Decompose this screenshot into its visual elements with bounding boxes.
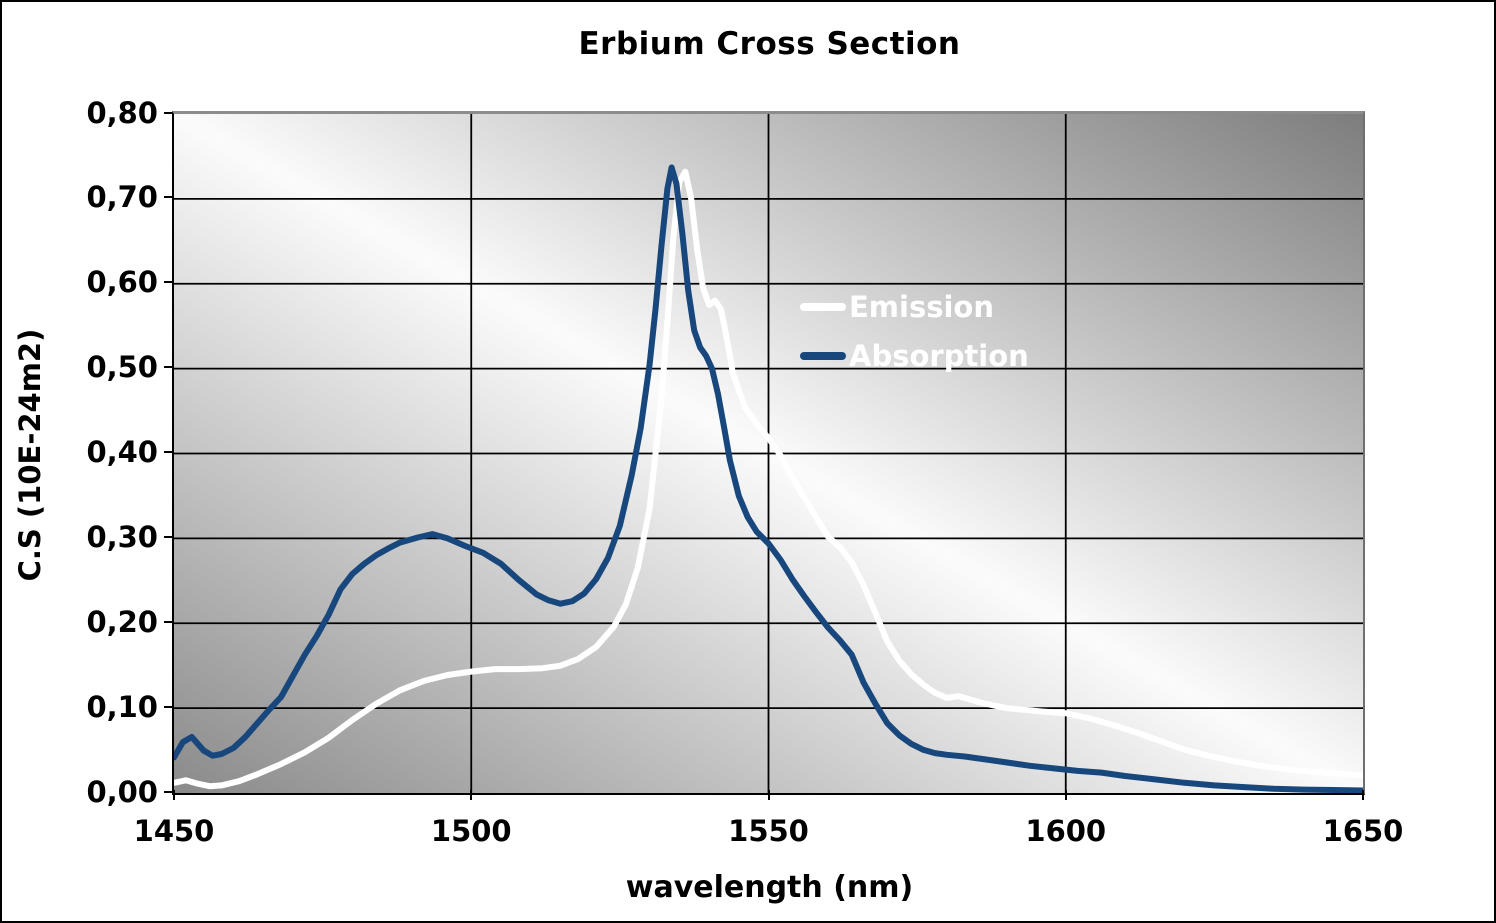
y-tick-mark bbox=[164, 281, 172, 284]
legend-label-absorption: Absorption bbox=[849, 338, 1029, 373]
y-tick-label: 0,60 bbox=[86, 265, 158, 300]
y-tick-label: 0,50 bbox=[86, 350, 158, 385]
plot-area: Emission Absorption bbox=[172, 111, 1365, 795]
legend: Emission Absorption bbox=[800, 290, 1029, 388]
legend-item-absorption: Absorption bbox=[800, 339, 1029, 374]
emission-line-swatch bbox=[800, 303, 846, 312]
plot-canvas bbox=[174, 114, 1363, 793]
x-tick-mark bbox=[1064, 790, 1067, 800]
y-tick-mark bbox=[164, 705, 172, 708]
y-tick-label: 0,40 bbox=[86, 435, 158, 469]
x-tick-mark bbox=[470, 790, 473, 800]
legend-item-emission: Emission bbox=[800, 290, 1029, 325]
y-tick-mark bbox=[164, 366, 172, 369]
y-tick-mark bbox=[164, 535, 172, 538]
y-tick-label: 0,00 bbox=[86, 774, 158, 809]
y-tick-mark bbox=[164, 111, 172, 114]
y-tick-label: 0,20 bbox=[86, 604, 158, 639]
legend-label-emission: Emission bbox=[849, 290, 994, 324]
x-tick-mark bbox=[173, 790, 175, 800]
y-tick-label: 0,70 bbox=[86, 180, 158, 215]
chart-title: Erbium Cross Section bbox=[578, 26, 961, 62]
y-tick-label: 0,80 bbox=[86, 95, 158, 130]
y-tick-mark bbox=[164, 620, 172, 623]
x-tick-label: 1500 bbox=[430, 814, 512, 848]
y-tick-mark bbox=[164, 196, 172, 199]
x-tick-mark bbox=[1362, 790, 1364, 800]
y-tick-mark bbox=[164, 451, 172, 453]
x-tick-label: 1650 bbox=[1322, 814, 1404, 848]
x-tick-mark bbox=[767, 790, 770, 800]
x-tick-label: 1450 bbox=[133, 814, 215, 848]
absorption-line-swatch bbox=[800, 352, 846, 361]
y-tick-mark bbox=[164, 790, 172, 793]
x-tick-label: 1550 bbox=[728, 814, 809, 848]
x-axis-title: wavelength (nm) bbox=[625, 870, 914, 905]
y-tick-label: 0,30 bbox=[86, 519, 158, 554]
y-tick-label: 0,10 bbox=[86, 689, 158, 724]
x-tick-label: 1600 bbox=[1025, 814, 1107, 848]
